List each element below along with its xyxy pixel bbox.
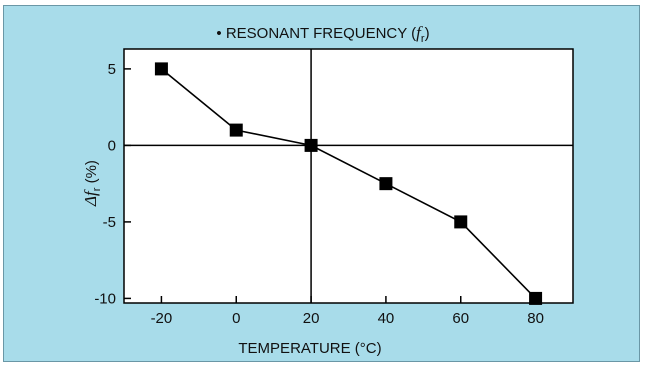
- y-axis-suffix: (%): [83, 160, 100, 188]
- data-point-marker: [154, 62, 168, 76]
- x-tick-label: 60: [452, 310, 469, 327]
- x-tick-label: 20: [303, 310, 320, 327]
- title-subscript: r: [421, 33, 425, 45]
- y-axis-subscript: r: [91, 187, 103, 191]
- x-tick-label: -20: [151, 310, 173, 327]
- x-axis-ticks: -20 0 20 40 60 80: [151, 296, 544, 327]
- y-tick-label: 0: [108, 137, 116, 154]
- y-tick-label: -5: [103, 214, 116, 231]
- title-suffix: ): [425, 25, 430, 42]
- y-tick-label: -10: [94, 290, 116, 307]
- data-point-marker: [529, 291, 543, 305]
- title-prefix: • RESONANT FREQUENCY (: [216, 25, 416, 42]
- data-point-marker: [304, 138, 318, 152]
- y-axis-symbol: Δf: [81, 189, 100, 207]
- x-tick-label: 80: [527, 310, 544, 327]
- y-axis-ticks: 5 0 -5 -10: [94, 61, 131, 307]
- x-axis-title: TEMPERATURE (°C): [238, 340, 381, 357]
- data-point-marker: [379, 177, 393, 191]
- data-point-marker: [229, 123, 243, 137]
- data-point-marker: [454, 215, 468, 229]
- y-tick-label: 5: [108, 61, 116, 78]
- y-axis-title: Δfr (%): [81, 160, 103, 207]
- chart-title: • RESONANT FREQUENCY (fr): [216, 23, 429, 45]
- series-markers: [154, 62, 543, 305]
- plot-area: [123, 48, 574, 304]
- series-line: [160, 68, 537, 299]
- x-tick-label: 40: [378, 310, 395, 327]
- title-symbol: f: [416, 23, 423, 42]
- x-tick-label: 0: [232, 310, 240, 327]
